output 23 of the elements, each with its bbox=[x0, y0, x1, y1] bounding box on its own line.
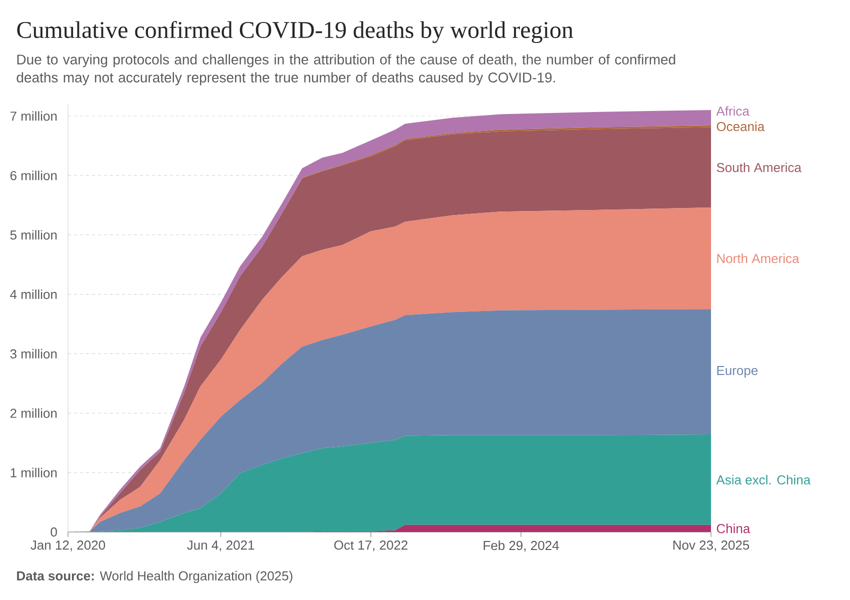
series-label: Oceania bbox=[716, 122, 765, 132]
x-tick-label: Nov 23, 2025 bbox=[673, 540, 750, 552]
text: Data source: World Health Organization (2025) bbox=[17, 570, 292, 584]
y-tick-label: 7 million bbox=[10, 111, 57, 121]
x-tick-label: Jan 12, 2020 bbox=[30, 540, 106, 552]
y-tick-label: 5 million bbox=[10, 230, 57, 240]
y-tick-label: 1 million bbox=[10, 468, 57, 478]
x-tick-label: Jun 4, 2021 bbox=[187, 540, 254, 552]
series-label: North America bbox=[717, 254, 800, 264]
y-tick-label: 2 million bbox=[10, 408, 57, 418]
series-label: China bbox=[716, 524, 750, 534]
y-tick-label: 3 million bbox=[10, 348, 57, 358]
series-label: Africa bbox=[716, 106, 750, 116]
series-label: Asia excl. China bbox=[716, 474, 811, 484]
y-tick-label: 6 million bbox=[10, 170, 57, 180]
chart-subtitle: Due to varying protocols and challenges in the attribution of the cause of death, the number of confirmed deaths may not accurately represent the true number of deaths caused by COVID-19. bbox=[16, 54, 676, 86]
x-tick-label: Feb 29, 2024 bbox=[484, 540, 559, 552]
chart-title: Cumulative confirmed COVID-19 deaths by world region bbox=[17, 20, 574, 44]
series-label: Europe bbox=[717, 366, 758, 378]
y-tick-label: 4 million bbox=[10, 290, 57, 300]
y-tick-label: 0 bbox=[50, 527, 57, 537]
series-label: South America bbox=[716, 162, 802, 172]
x-tick-label: Oct 17, 2022 bbox=[334, 540, 408, 552]
